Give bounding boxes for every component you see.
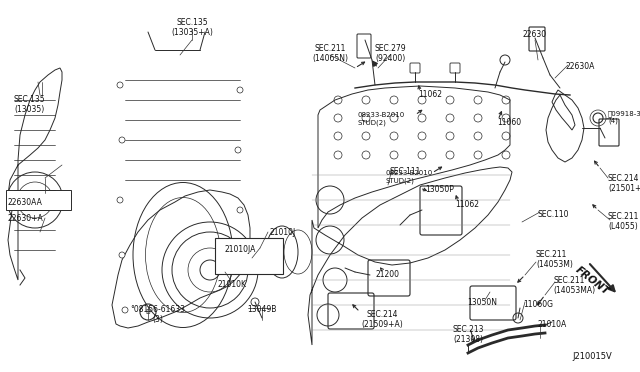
Text: 22630+A: 22630+A <box>8 214 44 223</box>
Circle shape <box>119 137 125 143</box>
Text: SEC.279
(92400): SEC.279 (92400) <box>374 44 406 63</box>
Text: SEC.211
(14065N): SEC.211 (14065N) <box>312 44 348 63</box>
Text: 11062: 11062 <box>418 90 442 99</box>
Text: 21010A: 21010A <box>538 320 567 329</box>
Text: SEC.214
(21501+A): SEC.214 (21501+A) <box>608 174 640 193</box>
Text: SEC.211
(14053MA): SEC.211 (14053MA) <box>553 276 595 295</box>
Text: SEC.135
(13035+A): SEC.135 (13035+A) <box>171 18 213 38</box>
Text: 13049B: 13049B <box>247 305 276 314</box>
Text: 11060G: 11060G <box>523 300 553 309</box>
Bar <box>6 190 71 210</box>
Circle shape <box>235 267 241 273</box>
Text: SEC.135
(13035): SEC.135 (13035) <box>14 95 45 115</box>
Circle shape <box>235 147 241 153</box>
Text: SEC.111: SEC.111 <box>390 167 421 176</box>
Text: FRONT: FRONT <box>573 265 611 297</box>
Text: 22630AA: 22630AA <box>8 198 43 207</box>
Text: 22630: 22630 <box>523 30 547 39</box>
Text: J210015V: J210015V <box>572 352 612 361</box>
Text: 08233-B2010
STUD(2): 08233-B2010 STUD(2) <box>358 112 405 125</box>
Circle shape <box>237 207 243 213</box>
Text: SEC.211
(L4055): SEC.211 (L4055) <box>608 212 639 231</box>
Text: SEC.213
(21308): SEC.213 (21308) <box>452 325 484 344</box>
Circle shape <box>117 82 123 88</box>
Text: SEC.214
(21509+A): SEC.214 (21509+A) <box>361 310 403 329</box>
Bar <box>215 238 283 274</box>
Text: 22630A: 22630A <box>566 62 595 71</box>
Text: Ⓞ09918-3081A
(4): Ⓞ09918-3081A (4) <box>608 110 640 124</box>
Circle shape <box>122 307 128 313</box>
Text: 13050P: 13050P <box>425 185 454 194</box>
Text: B: B <box>146 309 150 315</box>
Text: 11060: 11060 <box>497 118 521 127</box>
Text: 21010JA: 21010JA <box>224 245 256 254</box>
Text: 21200: 21200 <box>376 270 400 279</box>
Circle shape <box>119 252 125 258</box>
Text: 21010J: 21010J <box>270 228 296 237</box>
Text: SEC.110: SEC.110 <box>538 210 570 219</box>
Circle shape <box>237 87 243 93</box>
Text: 11062: 11062 <box>455 200 479 209</box>
Circle shape <box>117 197 123 203</box>
Text: 13050N: 13050N <box>467 298 497 307</box>
Text: 08233-B2010
STUD(2): 08233-B2010 STUD(2) <box>385 170 432 183</box>
Text: 21010K: 21010K <box>218 280 246 289</box>
Text: °08156-61633
(3): °08156-61633 (3) <box>131 305 186 324</box>
Text: SEC.211
(14053M): SEC.211 (14053M) <box>536 250 573 269</box>
